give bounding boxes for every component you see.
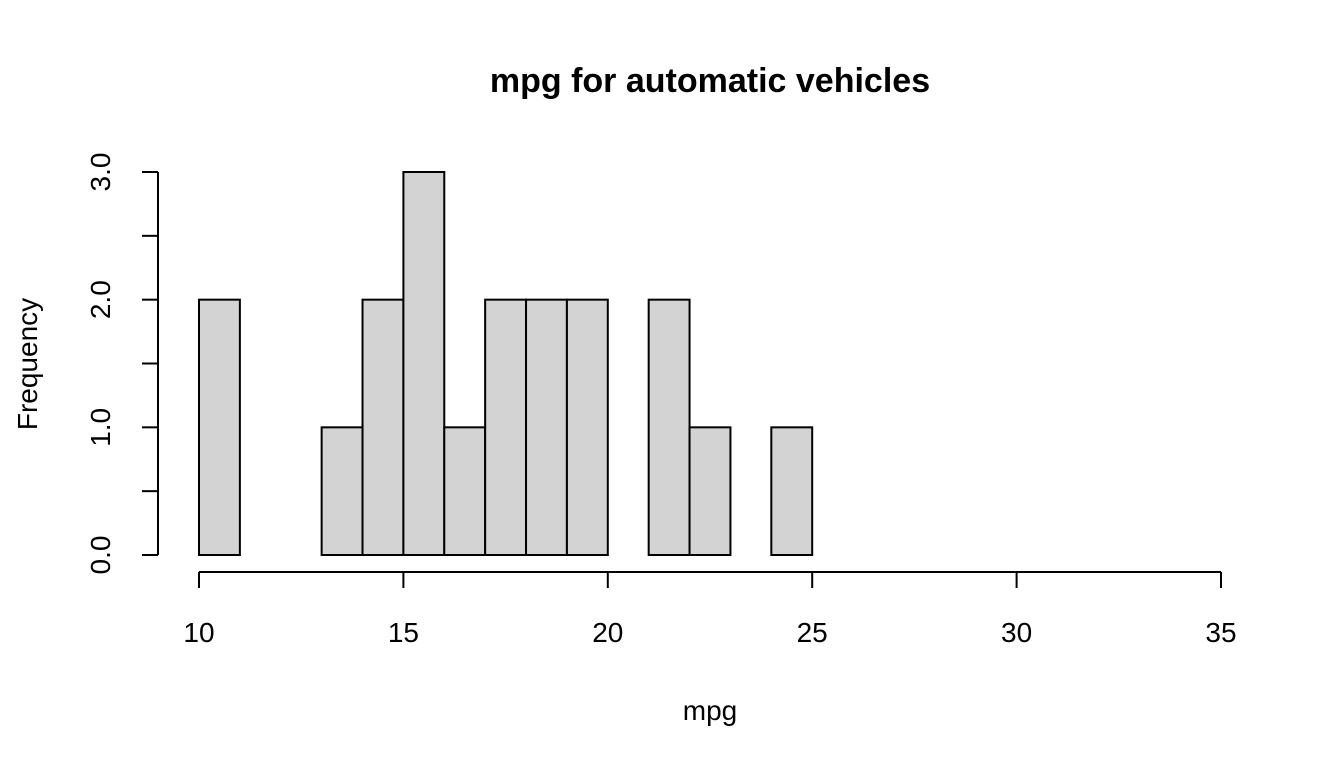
histogram-bar: [525, 298, 568, 556]
x-axis-label: mpg: [683, 695, 737, 726]
x-tick-label: 35: [1205, 617, 1236, 648]
histogram-bar: [198, 298, 241, 556]
y-tick-label: 2.0: [85, 280, 116, 319]
x-axis: 10 15 20 25 30 35: [183, 571, 1237, 648]
histogram-bar: [402, 171, 446, 556]
histogram-bar: [565, 298, 609, 556]
histogram-bar: [688, 426, 732, 557]
histogram-bar: [647, 298, 691, 556]
x-tick-label: 25: [797, 617, 828, 648]
histogram-bars: [198, 171, 814, 557]
histogram-bar: [770, 426, 814, 557]
x-tick-label: 10: [183, 617, 214, 648]
y-tick-label: 0.0: [85, 536, 116, 575]
x-tick-label: 15: [388, 617, 419, 648]
histogram-bar: [361, 298, 405, 556]
y-axis-ticks: 0.0 1.0 2.0 3.0: [85, 153, 158, 575]
x-tick-label: 20: [592, 617, 623, 648]
x-tick-label: 30: [1001, 617, 1032, 648]
histogram-bar: [320, 426, 364, 557]
x-axis-ticks: 10 15 20 25 30 35: [183, 572, 1237, 648]
y-tick-label: 3.0: [85, 153, 116, 192]
y-axis: 0.0 1.0 2.0 3.0: [85, 153, 159, 575]
histogram-bar: [443, 426, 487, 557]
y-axis-label: Frequency: [12, 298, 43, 430]
histogram-bar: [484, 298, 528, 556]
chart-title: mpg for automatic vehicles: [490, 62, 930, 100]
y-tick-label: 1.0: [85, 408, 116, 447]
